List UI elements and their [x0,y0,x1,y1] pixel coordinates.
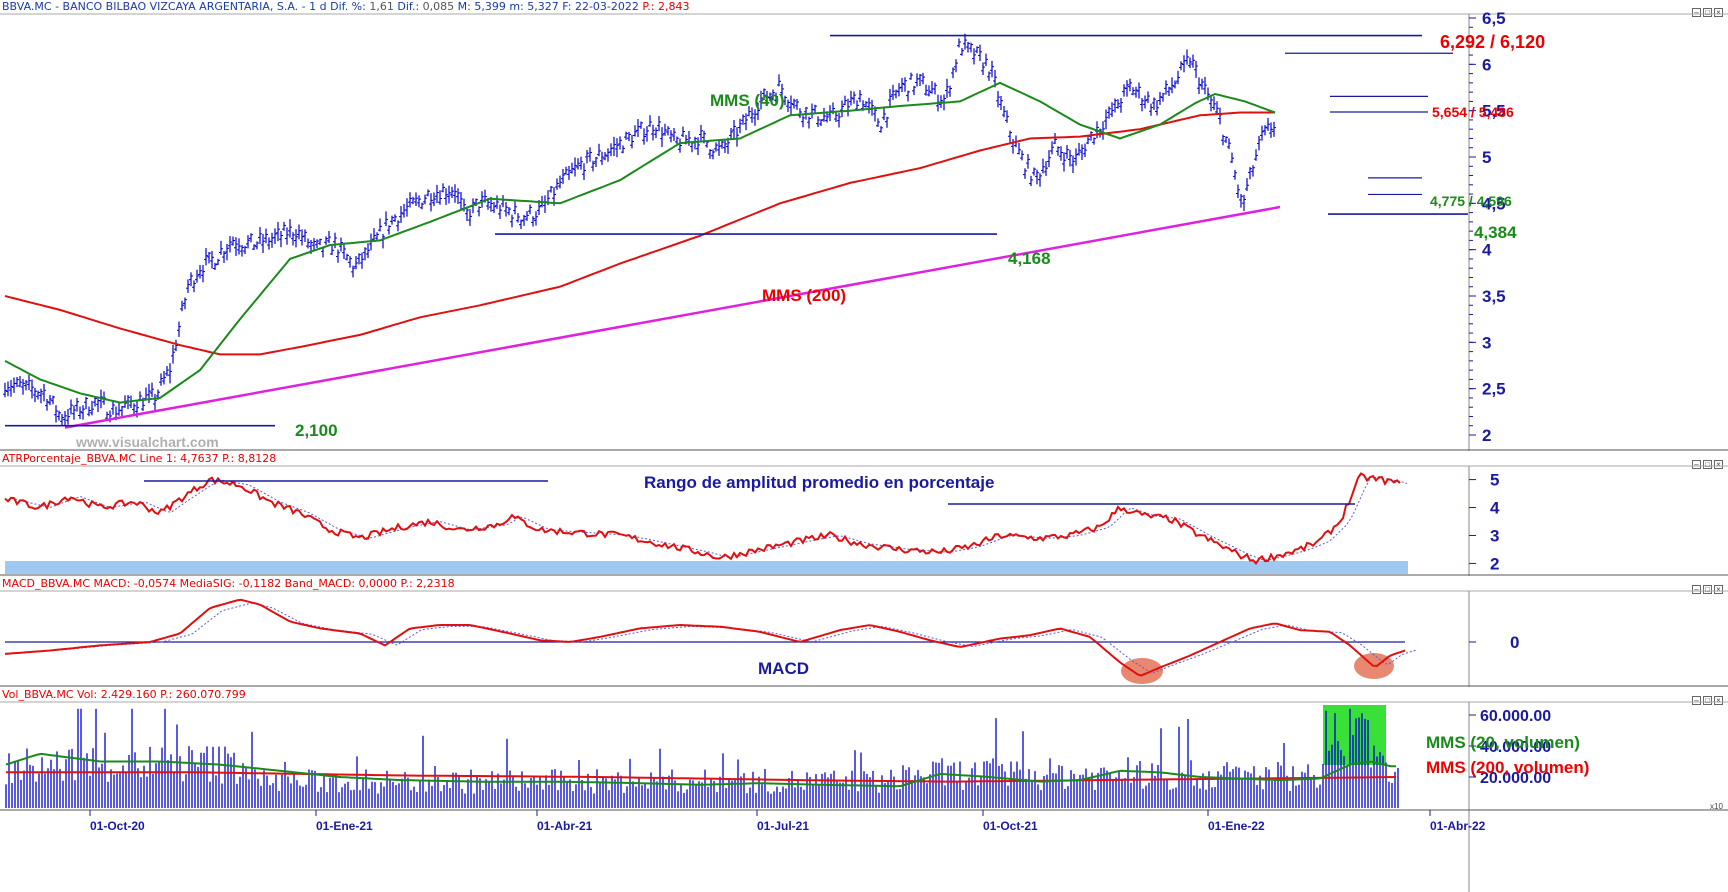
price-tick-label: 2 [1482,426,1491,445]
macd-header: MACD_BBVA.MC MACD: -0,0574 MediaSIG: -0,… [2,577,455,590]
atr-title: Rango de amplitud promedio en porcentaje [644,473,994,492]
label-2100: 2,100 [295,421,338,440]
label-5654-5486: 5,654 / 5,486 [1432,104,1514,120]
price-tick-label: 4 [1482,241,1492,260]
vol-tick-label: 20.000.00 [1480,770,1551,787]
x-tick-label: 01-Ene-22 [1208,819,1265,833]
x-tick-label: 01-Abr-21 [537,819,593,833]
price-tick-label: 3,5 [1482,287,1506,306]
price-tick-label: 4,5 [1482,194,1506,213]
vol-tick-label: 40.000.00 [1480,739,1551,756]
label-6292-6120: 6,292 / 6,120 [1440,32,1545,52]
vol-mms200-line [6,771,1397,783]
macd-tick-label: 0 [1510,633,1519,652]
volume-window-controls[interactable]: – □ × [1690,690,1724,705]
panel-window-controls[interactable]: – □ × [1690,2,1724,17]
price-tick-label: 6 [1482,55,1491,74]
volume-chart: 60.000.00 40.000.00 20.000.00 MMS (20, volu… [0,701,1728,892]
label-4384: 4,384 [1474,223,1517,242]
x-tick-label: 01-Jul-21 [757,819,809,833]
price-chart: 6,5 6 5,5 5 4,5 4 3,5 3 2,5 2 6,292 / 6,120 5,654 /… [0,9,1728,451]
macd-highlight-1 [1121,658,1163,684]
volume-panel: Vol_BBVA.MC Vol: 2.429.160 P.: 260.070.7… [0,688,1728,892]
vol-mms20-line [5,752,1396,788]
vol-tick-label: 60.000.00 [1480,708,1551,725]
atr-chart: 5 4 3 2 Rango de amplitud promedio en porcen… [0,465,1728,576]
vol-mms200-label: MMS (200, volumen) [1426,758,1589,777]
mms200-label: MMS (200) [762,286,846,305]
price-tick-label: 5 [1482,148,1491,167]
atr-window-controls[interactable]: – □ × [1690,454,1724,469]
price-tick-label: 5,5 [1482,102,1506,121]
mms40-label: MMS (40) [710,91,785,110]
vol-highlight-box [1323,705,1386,765]
atr-line [4,472,1401,566]
vol-scale-note: x10 [1710,802,1723,811]
macd-title: MACD [758,659,809,678]
macd-signal-line [16,602,1418,674]
atr-tick-label: 5 [1490,471,1499,490]
macd-chart: 0 MACD [0,590,1728,687]
price-tick-label: 3 [1482,333,1491,352]
atr-tick-label: 3 [1490,526,1499,545]
atr-header: ATRPorcentaje_BBVA.MC Line 1: 4,7637 P.:… [2,452,277,465]
price-header: BBVA.MC - BANCO BILBAO VIZCAYA ARGENTARI… [2,0,690,13]
vol-mms20-label: MMS (20, volumen) [1426,733,1580,752]
watermark: www.visualchart.com [75,434,219,450]
atr-tick-label: 2 [1490,554,1499,573]
macd-line [4,598,1406,677]
price-panel: BBVA.MC - BANCO BILBAO VIZCAYA ARGENTARI… [0,0,1728,451]
macd-window-controls[interactable]: – □ × [1690,579,1724,594]
atr-band [5,561,1408,574]
x-tick-label: 01-Oct-20 [90,819,145,833]
x-tick-label: 01-Abr-22 [1430,819,1486,833]
macd-panel: MACD_BBVA.MC MACD: -0,0574 MediaSIG: -0,… [0,577,1728,687]
trend-line [64,205,1281,429]
price-tick-label: 6,5 [1482,9,1506,28]
label-4775-4596: 4,775 / 4,596 [1430,193,1512,209]
volume-header: Vol_BBVA.MC Vol: 2.429.160 P.: 260.070.7… [2,688,246,701]
x-tick-label: 01-Ene-21 [316,819,373,833]
atr-panel: ATRPorcentaje_BBVA.MC Line 1: 4,7637 P.:… [0,452,1728,576]
x-tick-label: 01-Oct-21 [983,819,1038,833]
mms200-line [4,111,1275,356]
atr-tick-label: 4 [1490,499,1500,518]
label-4168: 4,168 [1008,249,1051,268]
mms40-line [4,81,1276,404]
price-tick-label: 2,5 [1482,380,1506,399]
